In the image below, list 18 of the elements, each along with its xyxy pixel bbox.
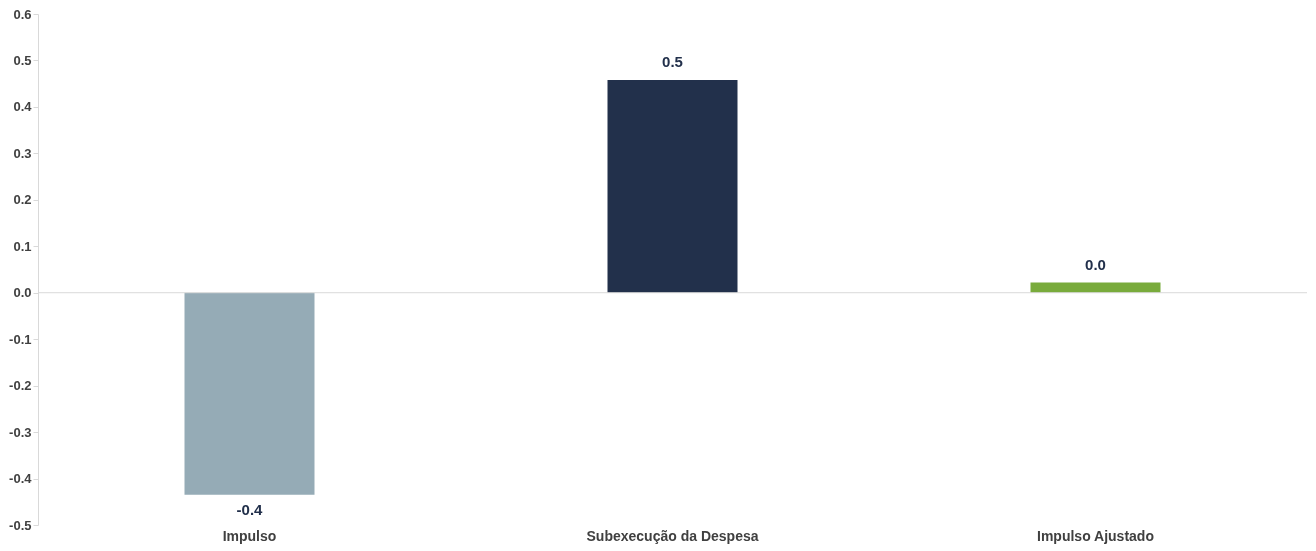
x-tick-label: Impulso bbox=[222, 527, 277, 544]
y-tick-label: 0.6 bbox=[13, 6, 32, 22]
y-tick-label: 0.4 bbox=[13, 99, 33, 115]
y-tick-label: -0.1 bbox=[9, 331, 32, 347]
y-tick-label: -0.2 bbox=[9, 378, 32, 394]
y-tick-label: 0.1 bbox=[13, 238, 32, 254]
y-tick-label: -0.3 bbox=[9, 424, 32, 440]
y-tick-label: 0.5 bbox=[13, 52, 32, 68]
data-label: 0.0 bbox=[1085, 255, 1106, 273]
x-tick-label: Impulso Ajustado bbox=[1037, 527, 1154, 544]
x-tick-label: Subexecução da Despesa bbox=[586, 527, 759, 544]
y-tick-label: 0.0 bbox=[13, 285, 32, 301]
y-tick-label: 0.3 bbox=[13, 145, 32, 161]
y-tick-label: 0.2 bbox=[13, 192, 32, 208]
data-label: 0.5 bbox=[662, 52, 683, 70]
data-label: -0.4 bbox=[236, 500, 264, 518]
y-tick-label: -0.4 bbox=[9, 471, 33, 487]
y-tick-label: -0.5 bbox=[9, 517, 32, 533]
